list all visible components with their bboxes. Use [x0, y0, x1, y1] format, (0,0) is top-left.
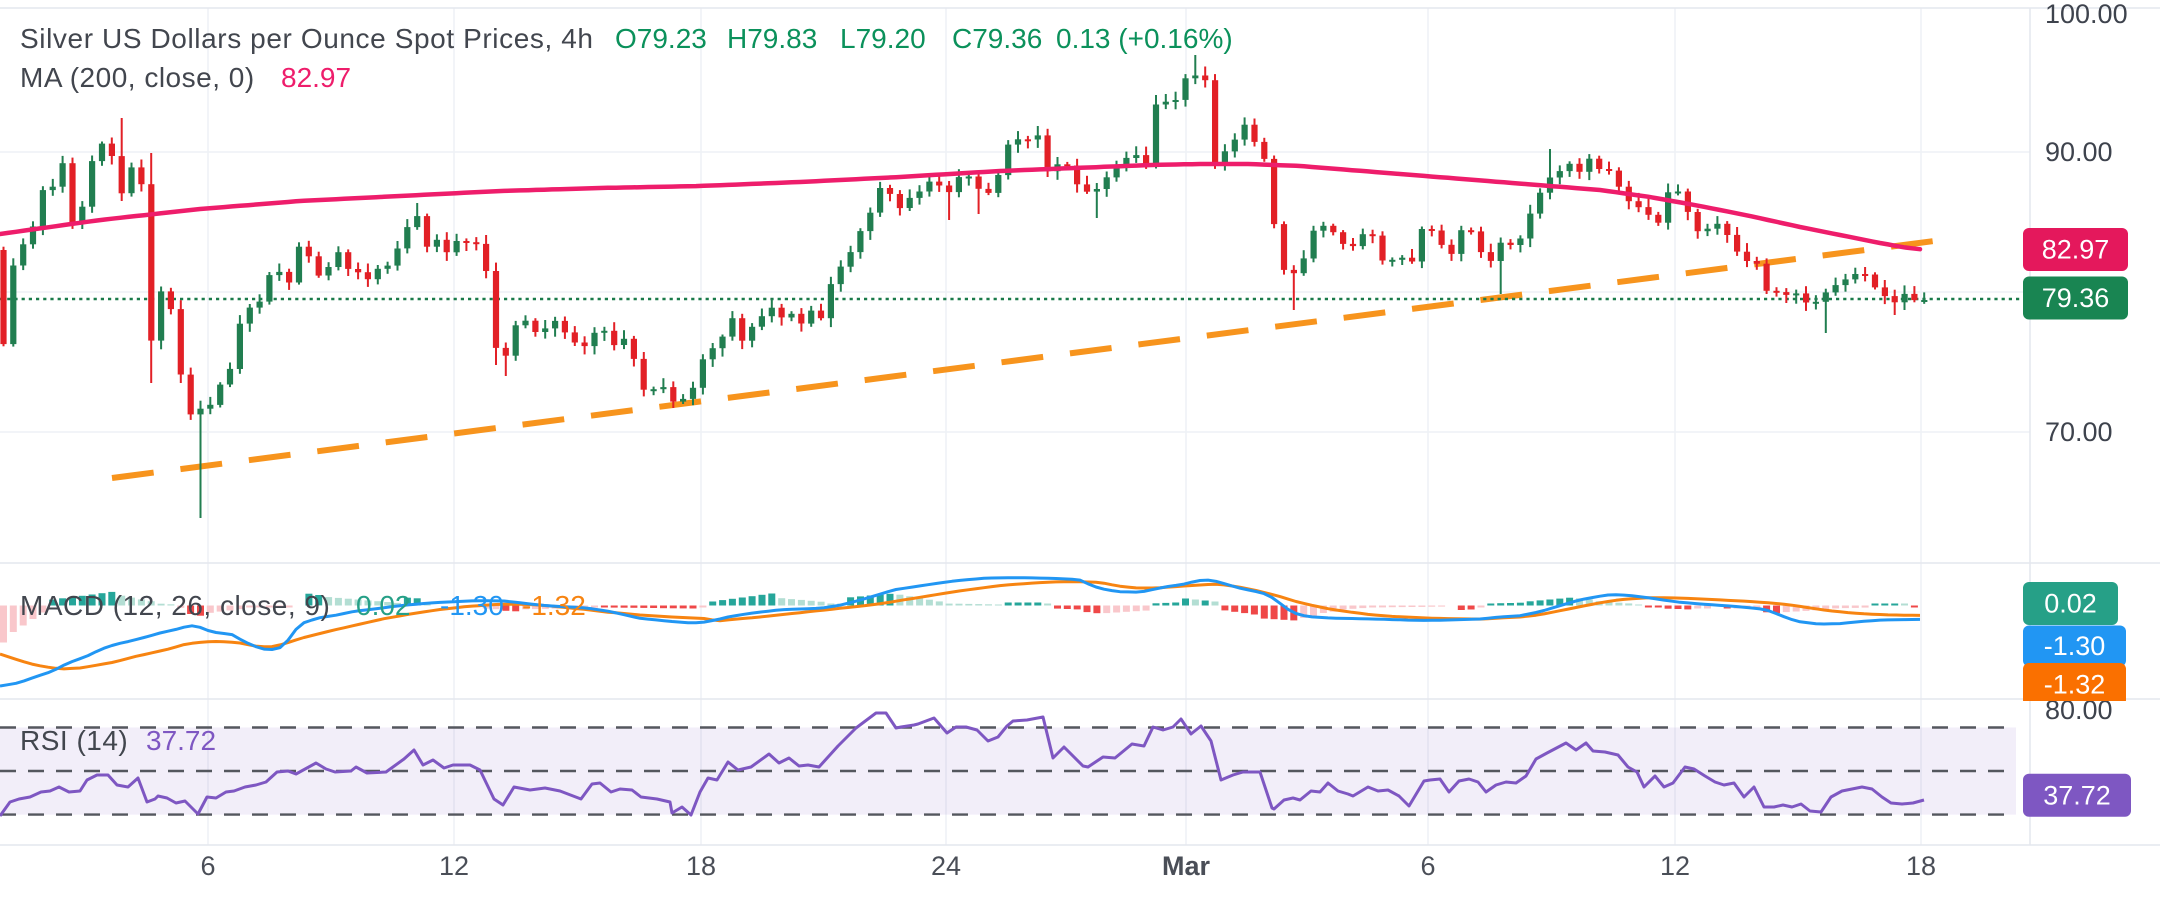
svg-text:Mar: Mar [1162, 851, 1211, 881]
svg-text:24: 24 [931, 851, 961, 881]
svg-text:0.02: 0.02 [2044, 589, 2097, 619]
svg-text:MA (200, close, 0): MA (200, close, 0) [20, 62, 255, 93]
svg-text:RSI (14): RSI (14) [20, 725, 128, 756]
svg-text:70.00: 70.00 [2045, 417, 2113, 447]
svg-text:O79.23: O79.23 [615, 23, 707, 54]
svg-text:L79.20: L79.20 [840, 23, 926, 54]
svg-text:Silver US Dollars per Ounce Sp: Silver US Dollars per Ounce Spot Prices,… [20, 23, 594, 54]
svg-text:MACD (12, 26, close, 9): MACD (12, 26, close, 9) [20, 590, 330, 621]
svg-text:-1.32: -1.32 [2044, 670, 2106, 700]
svg-text:-1.30: -1.30 [440, 590, 504, 621]
svg-text:-1.30: -1.30 [2044, 631, 2106, 661]
svg-text:37.72: 37.72 [2043, 780, 2111, 810]
svg-text:18: 18 [1906, 851, 1936, 881]
svg-text:-1.32: -1.32 [522, 590, 586, 621]
svg-text:82.97: 82.97 [2042, 235, 2110, 265]
svg-text:90.00: 90.00 [2045, 137, 2113, 167]
svg-text:6: 6 [200, 851, 215, 881]
svg-text:12: 12 [439, 851, 469, 881]
svg-text:C79.36: C79.36 [952, 23, 1042, 54]
svg-text:H79.83: H79.83 [727, 23, 817, 54]
svg-text:82.97: 82.97 [281, 62, 351, 93]
svg-text:0.02: 0.02 [356, 590, 411, 621]
svg-text:37.72: 37.72 [146, 725, 216, 756]
svg-text:18: 18 [686, 851, 716, 881]
svg-text:0.13 (+0.16%): 0.13 (+0.16%) [1056, 23, 1233, 54]
svg-text:6: 6 [1420, 851, 1435, 881]
svg-text:100.00: 100.00 [2045, 0, 2128, 29]
svg-text:79.36: 79.36 [2042, 283, 2110, 313]
svg-text:12: 12 [1660, 851, 1690, 881]
